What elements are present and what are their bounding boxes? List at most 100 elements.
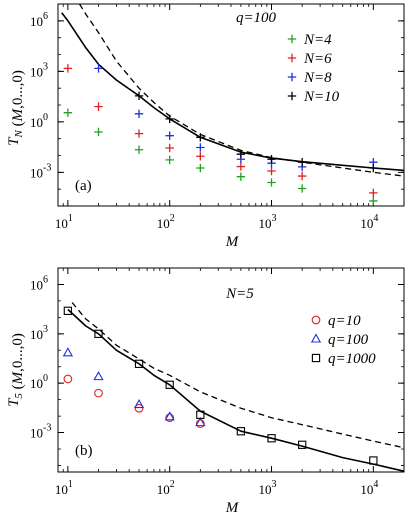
legend-marker	[310, 333, 322, 343]
y-tick-label: 103	[30, 324, 48, 342]
y-tick-base: 10	[30, 14, 43, 29]
data-point	[134, 403, 144, 413]
data-point	[94, 102, 103, 111]
data-point	[236, 172, 246, 181]
panel-title: q=100	[236, 10, 277, 26]
y-tick-exponent: 3	[43, 324, 48, 335]
data-point	[196, 152, 205, 161]
y-tick-base: 10	[30, 426, 43, 441]
panel-b: 101 102 103 10410-3100103106N=5q=10q=100q=1…	[6, 267, 405, 516]
x-tick-exponent: 2	[170, 479, 175, 490]
y-tick-exponent: -3	[43, 162, 51, 173]
panel-title: N=5	[225, 286, 254, 302]
data-point	[196, 163, 205, 173]
data-point	[236, 162, 246, 171]
y-tick-label: 103	[30, 61, 48, 79]
data-point	[195, 417, 206, 427]
data-point	[133, 398, 145, 409]
data-point	[63, 64, 73, 73]
data-point	[267, 434, 276, 443]
y-tick-label: 106	[30, 11, 48, 29]
legend-marker	[287, 53, 297, 63]
data-point	[164, 411, 175, 421]
data-point	[236, 149, 246, 159]
data-point	[196, 143, 205, 152]
data-point	[267, 178, 276, 187]
data-point	[93, 371, 104, 381]
x-tick-base: 10	[157, 482, 170, 497]
legend-label: N=10	[303, 89, 340, 105]
data-point	[298, 440, 307, 449]
data-point	[63, 108, 73, 117]
x-tick-base: 10	[157, 216, 170, 231]
x-axis-label: M	[225, 500, 240, 516]
x-tick-exponent: 4	[373, 479, 378, 490]
x-tick-base: 10	[55, 216, 68, 231]
legend-marker	[287, 34, 297, 44]
data-point	[134, 109, 144, 119]
legend-label: q=10	[328, 313, 361, 329]
x-tick-exponent: 4	[373, 213, 378, 224]
data-point	[267, 166, 276, 176]
x-tick-exponent: 1	[68, 479, 73, 490]
x-tick-label: 103	[259, 213, 277, 231]
y-axis-label: TN (M,0...,0)	[6, 70, 26, 146]
y-tick-base: 10	[30, 376, 43, 391]
data-point	[134, 359, 144, 368]
data-point	[369, 163, 378, 173]
legend-marker	[311, 315, 321, 325]
y-tick-exponent: 0	[43, 112, 48, 123]
data-point	[134, 145, 144, 154]
data-point	[369, 188, 378, 198]
y-tick-exponent: 6	[43, 274, 48, 285]
y-tick-label: 10-3	[30, 423, 51, 441]
legend-label: N=4	[303, 32, 332, 48]
data-point	[165, 380, 174, 389]
x-tick-base: 10	[55, 482, 68, 497]
data-point	[196, 410, 205, 419]
data-point	[165, 131, 174, 140]
x-tick-base: 10	[259, 216, 272, 231]
legend-label: N=8	[303, 70, 332, 86]
x-tick-label: 104	[360, 479, 378, 497]
data-point	[134, 129, 144, 138]
x-tick-label: 101	[55, 213, 73, 231]
dashed-curve	[71, 302, 404, 449]
data-point	[63, 374, 73, 384]
plot-frame	[57, 3, 405, 207]
y-tick-base: 10	[30, 165, 43, 180]
data-point	[94, 388, 103, 398]
data-point	[94, 127, 103, 137]
y-tick-base: 10	[30, 64, 43, 79]
dashed-curve	[78, 4, 404, 177]
x-tick-exponent: 3	[272, 213, 277, 224]
panel-label: (b)	[75, 443, 93, 459]
x-tick-label: 104	[360, 213, 378, 231]
y-tick-label: 10-3	[30, 162, 51, 180]
data-point	[297, 171, 307, 181]
y-tick-exponent: 6	[43, 11, 48, 22]
x-tick-exponent: 2	[170, 213, 175, 224]
x-tick-base: 10	[259, 482, 272, 497]
y-tick-label: 100	[30, 112, 48, 130]
data-point	[297, 184, 307, 193]
data-point	[63, 306, 73, 315]
data-point	[195, 419, 205, 428]
x-tick-base: 10	[360, 482, 373, 497]
legend-marker	[287, 91, 297, 101]
data-point	[196, 133, 205, 142]
data-point	[267, 155, 276, 164]
x-tick-base: 10	[360, 216, 373, 231]
x-tick-label: 102	[157, 479, 175, 497]
x-tick-exponent: 1	[68, 213, 73, 224]
data-point	[236, 427, 246, 436]
x-tick-exponent: 3	[272, 479, 277, 490]
legend-label: q=100	[328, 332, 369, 348]
data-point	[165, 413, 175, 423]
data-point	[165, 143, 174, 153]
x-tick-label: 102	[157, 213, 175, 231]
y-tick-exponent: -3	[43, 423, 51, 434]
legend-label: q=1000	[328, 351, 376, 367]
